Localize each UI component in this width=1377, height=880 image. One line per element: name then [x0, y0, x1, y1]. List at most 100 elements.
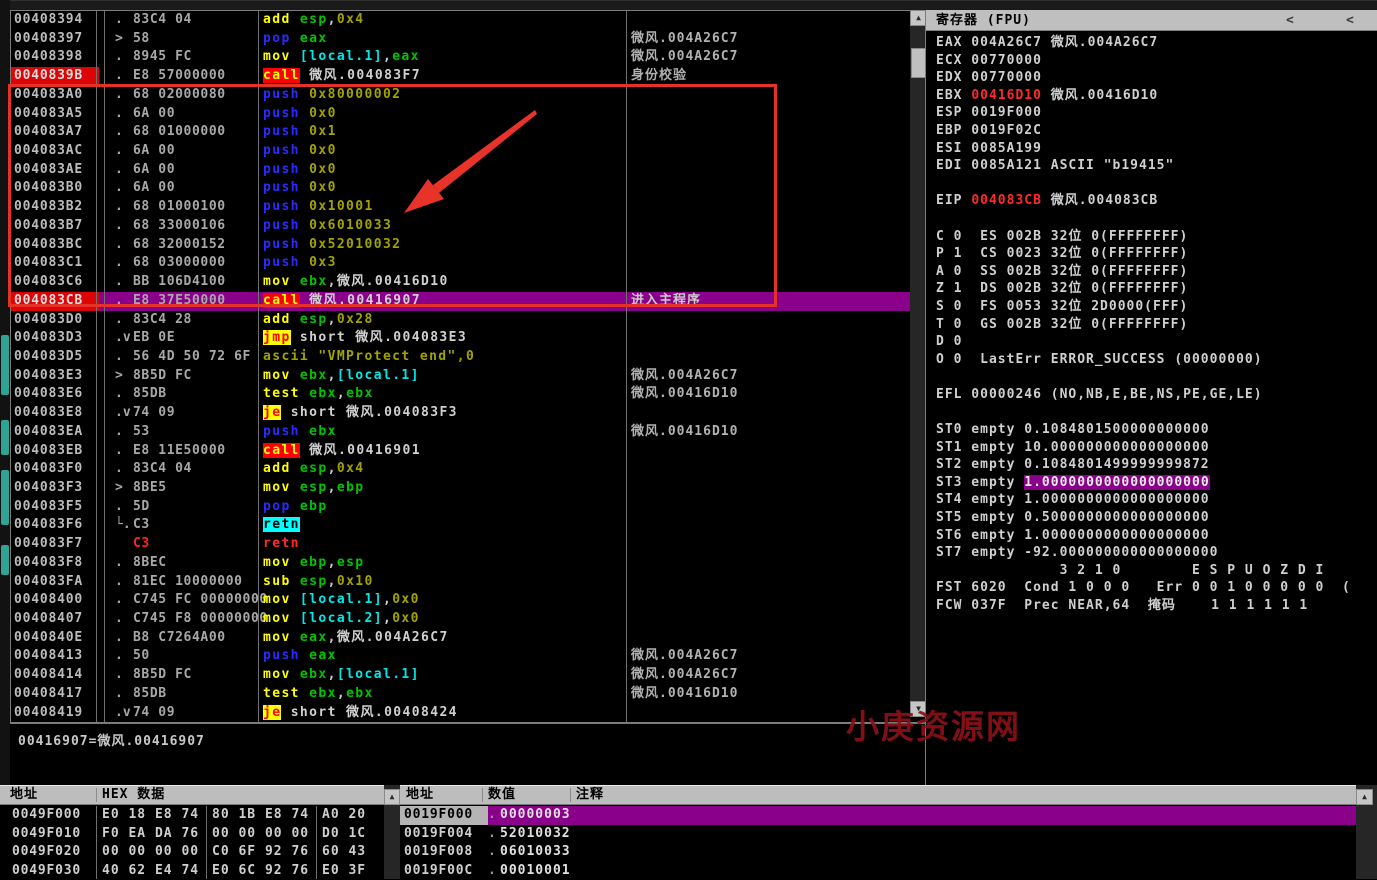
register-line[interactable]: C 0 ES 002B 32位 0(FFFFFFFF) — [936, 228, 1376, 246]
disasm-row[interactable]: 004083A0. 68 02000080 push 0x80000002 — [11, 86, 911, 105]
dump-row[interactable]: 0049F010 F0 EA DA 76 00 00 00 00 D0 1C — [0, 825, 384, 844]
register-line[interactable]: ST7 empty -92.000000000000000000 — [936, 544, 1376, 562]
register-line[interactable]: ST5 empty 0.5000000000000000000 — [936, 509, 1376, 527]
column-divider[interactable] — [258, 11, 259, 723]
disasm-row[interactable]: 00408407. C745 F8 00000000 mov [local.2],0… — [11, 610, 911, 629]
register-line[interactable]: EFL 00000246 (NO,NB,E,BE,NS,PE,GE,LE) — [936, 386, 1376, 404]
stack-row[interactable]: 0019F000. 00000003 — [400, 806, 1356, 825]
disasm-row[interactable]: 004083C1. 68 03000000 push 0x3 — [11, 254, 911, 273]
scroll-up-icon[interactable]: ▲ — [384, 789, 400, 805]
register-line[interactable]: EBP 0019F02C — [936, 122, 1376, 140]
disasm-row[interactable]: 004083BC. 68 32000152 push 0x52010032 — [11, 236, 911, 255]
register-line[interactable]: D 0 — [936, 333, 1376, 351]
register-line[interactable]: ST6 empty 1.0000000000000000000 — [936, 527, 1376, 545]
disasm-row[interactable]: 00408400. C745 FC 00000000 mov [local.1],0… — [11, 591, 911, 610]
disasm-row[interactable]: 004083EB. E8 11E50000 call 微风.00416901 — [11, 442, 911, 461]
disasm-row[interactable]: 00408414. 8B5D FC mov ebx,[local.1] 微风.004A… — [11, 666, 911, 685]
register-line[interactable]: ST3 empty 1.0000000000000000000 — [936, 474, 1376, 492]
hex-dump-panel[interactable]: 地址 HEX 数据 0049F000 E0 18 E8 74 80 1B E8 74… — [0, 785, 384, 879]
disasm-row[interactable]: 004083C6. BB 106D4100 mov ebx,微风.00416D10 — [11, 273, 911, 292]
disasm-row[interactable]: 004083D5. 56 4D 50 72 6F ascii "VMProtect … — [11, 348, 911, 367]
register-line[interactable] — [936, 175, 1376, 193]
disasm-row[interactable]: 004083D0. 83C4 28 add esp,0x28 — [11, 311, 911, 330]
disasm-row[interactable]: 004083E8 .v 74 09 je short 微风.004083F3 — [11, 404, 911, 423]
disasm-row[interactable]: 004083E6. 85DB test ebx,ebx 微风.00416D10 — [11, 385, 911, 404]
column-divider[interactable] — [104, 11, 105, 723]
register-line[interactable]: EIP 004083CB 微风.004083CB — [936, 192, 1376, 210]
disasm-row[interactable]: 004083F0. 83C4 04 add esp,0x4 — [11, 460, 911, 479]
disasm-row[interactable]: 004083F5. 5D pop ebp — [11, 498, 911, 517]
disasm-row[interactable]: 004083EA. 53 push ebx 微风.00416D10 — [11, 423, 911, 442]
register-line[interactable]: ST2 empty 0.1084801499999999872 — [936, 456, 1376, 474]
stack-scrollbar[interactable]: ▲ — [1356, 785, 1377, 879]
column-divider[interactable] — [626, 11, 627, 723]
disasm-row[interactable]: 004083AC. 6A 00 push 0x0 — [11, 142, 911, 161]
register-line[interactable]: S 0 FS 0053 32位 2D0000(FFF) — [936, 298, 1376, 316]
token: 微风.00416901 — [299, 442, 421, 458]
disasm-row[interactable]: 004083F6 └. C3 retn — [11, 516, 911, 535]
register-line[interactable]: Z 1 DS 002B 32位 0(FFFFFFFF) — [936, 280, 1376, 298]
scroll-up-icon[interactable]: ▲ — [1356, 789, 1373, 805]
registers-title: 寄存器 (FPU) — [926, 10, 1377, 31]
info-pane[interactable]: 00416907=微风.00416907 — [10, 722, 925, 785]
disasm-row[interactable]: 00408394. 83C4 04 add esp,0x4 — [11, 11, 911, 30]
register-line[interactable]: EDI 0085A121 ASCII "b19415" — [936, 157, 1376, 175]
disasm-row[interactable]: 004083F8. 8BEC mov ebp,esp — [11, 554, 911, 573]
disassembly-panel[interactable]: 00408394. 83C4 04 add esp,0x4 00408397 >58 po… — [10, 10, 911, 723]
disasm-row[interactable]: 004083CB. E8 37E50000 call 微风.00416907 进入主程… — [11, 291, 911, 311]
disasm-row[interactable]: 004083E3 >8B5D FC mov ebx,[local.1] 微风.004A… — [11, 367, 911, 386]
disasm-row[interactable]: 004083F3 >8BE5 mov esp,ebp — [11, 479, 911, 498]
flow-cell: . — [115, 68, 123, 84]
dump-row[interactable]: 0049F030 40 62 E4 74 E0 6C 92 76 E0 3F — [0, 862, 384, 880]
stack-panel[interactable]: 地址 数值 注释 0019F000. 00000003 0019F004. 52010… — [400, 785, 1356, 879]
dump-row[interactable]: 0049F020 00 00 00 00 C0 6F 92 76 60 43 — [0, 843, 384, 862]
dump-bytes: D0 1C — [322, 825, 367, 841]
register-line[interactable] — [936, 210, 1376, 228]
disasm-row[interactable]: 004083A7. 68 01000000 push 0x1 — [11, 123, 911, 142]
disasm-row[interactable]: 00408397 >58 pop eax 微风.004A26C7 — [11, 30, 911, 49]
dump-row[interactable]: 0049F000 E0 18 E8 74 80 1B E8 74 A0 20 — [0, 806, 384, 825]
register-line[interactable]: EAX 004A26C7 微风.004A26C7 — [936, 34, 1376, 52]
register-line[interactable]: FCW 037F Prec NEAR,64 掩码 1 1 1 1 1 1 — [936, 597, 1376, 615]
register-line[interactable] — [936, 368, 1376, 386]
register-line[interactable]: ST1 empty 10.000000000000000000 — [936, 439, 1376, 457]
hex-dump-scrollbar[interactable]: ▲ — [384, 785, 400, 879]
register-line[interactable]: ESI 0085A199 — [936, 140, 1376, 158]
disasm-row[interactable]: 004083AE. 6A 00 push 0x0 — [11, 161, 911, 180]
registers-panel[interactable]: 寄存器 (FPU) < < EAX 004A26C7 微风.004A26C7 EC… — [925, 10, 1377, 785]
disasm-row[interactable]: 004083F7 C3 retn — [11, 535, 911, 554]
register-line[interactable] — [936, 403, 1376, 421]
register-line[interactable]: 3 2 1 0 E S P U O Z D I — [936, 562, 1376, 580]
stack-row[interactable]: 0019F008. 06010033 — [400, 843, 1356, 862]
disasm-row[interactable]: 0040839B. E8 57000000 call 微风.004083F7 身份校验 — [11, 67, 911, 86]
stack-row[interactable]: 0019F00C. 00010001 — [400, 862, 1356, 880]
disasm-row[interactable]: 00408398. 8945 FC mov [local.1],eax 微风.004A… — [11, 48, 911, 67]
disasm-row[interactable]: 004083B2. 68 01000100 push 0x10001 — [11, 198, 911, 217]
disasm-row[interactable]: 004083B0. 6A 00 push 0x0 — [11, 179, 911, 198]
register-line[interactable]: ECX 00770000 — [936, 52, 1376, 70]
collapse-right-icon[interactable]: < — [1346, 13, 1354, 28]
scrollbar-thumb[interactable] — [911, 48, 926, 78]
register-line[interactable]: O 0 LastErr ERROR_SUCCESS (00000000) — [936, 351, 1376, 369]
register-line[interactable]: ST0 empty 0.1084801500000000000 — [936, 421, 1376, 439]
disasm-row[interactable]: 00408417. 85DB test ebx,ebx 微风.00416D10 — [11, 685, 911, 704]
disasm-row[interactable]: 00408413. 50 push eax 微风.004A26C7 — [11, 647, 911, 666]
register-line[interactable]: ESP 0019F000 — [936, 104, 1376, 122]
column-divider[interactable] — [96, 11, 97, 723]
register-line[interactable]: EBX 00416D10 微风.00416D10 — [936, 87, 1376, 105]
register-line[interactable]: FST 6020 Cond 1 0 0 0 Err 0 0 1 0 0 0 0 … — [936, 579, 1376, 597]
disasm-row[interactable]: 004083D3 .v EB 0E jmp short 微风.004083E3 — [11, 329, 911, 348]
disasm-row[interactable]: 004083FA. 81EC 10000000 sub esp,0x10 — [11, 573, 911, 592]
register-line[interactable]: T 0 GS 002B 32位 0(FFFFFFFF) — [936, 316, 1376, 334]
disasm-row[interactable]: 00408419 .v 74 09 je short 微风.00408424 — [11, 704, 911, 723]
register-line[interactable]: P 1 CS 0023 32位 0(FFFFFFFF) — [936, 245, 1376, 263]
disasm-row[interactable]: 004083A5. 6A 00 push 0x0 — [11, 105, 911, 124]
stack-row[interactable]: 0019F004. 52010032 — [400, 825, 1356, 844]
register-line[interactable]: A 0 SS 002B 32位 0(FFFFFFFF) — [936, 263, 1376, 281]
register-line[interactable]: ST4 empty 1.0000000000000000000 — [936, 491, 1376, 509]
register-line[interactable]: EDX 00770000 — [936, 69, 1376, 87]
disasm-row[interactable]: 0040840E. B8 C7264A00 mov eax,微风.004A26C7 — [11, 629, 911, 648]
disasm-row[interactable]: 004083B7. 68 33000106 push 0x6010033 — [11, 217, 911, 236]
disassembly-scrollbar[interactable]: ▲ ▼ — [910, 10, 927, 717]
collapse-left-icon[interactable]: < — [1286, 13, 1294, 28]
